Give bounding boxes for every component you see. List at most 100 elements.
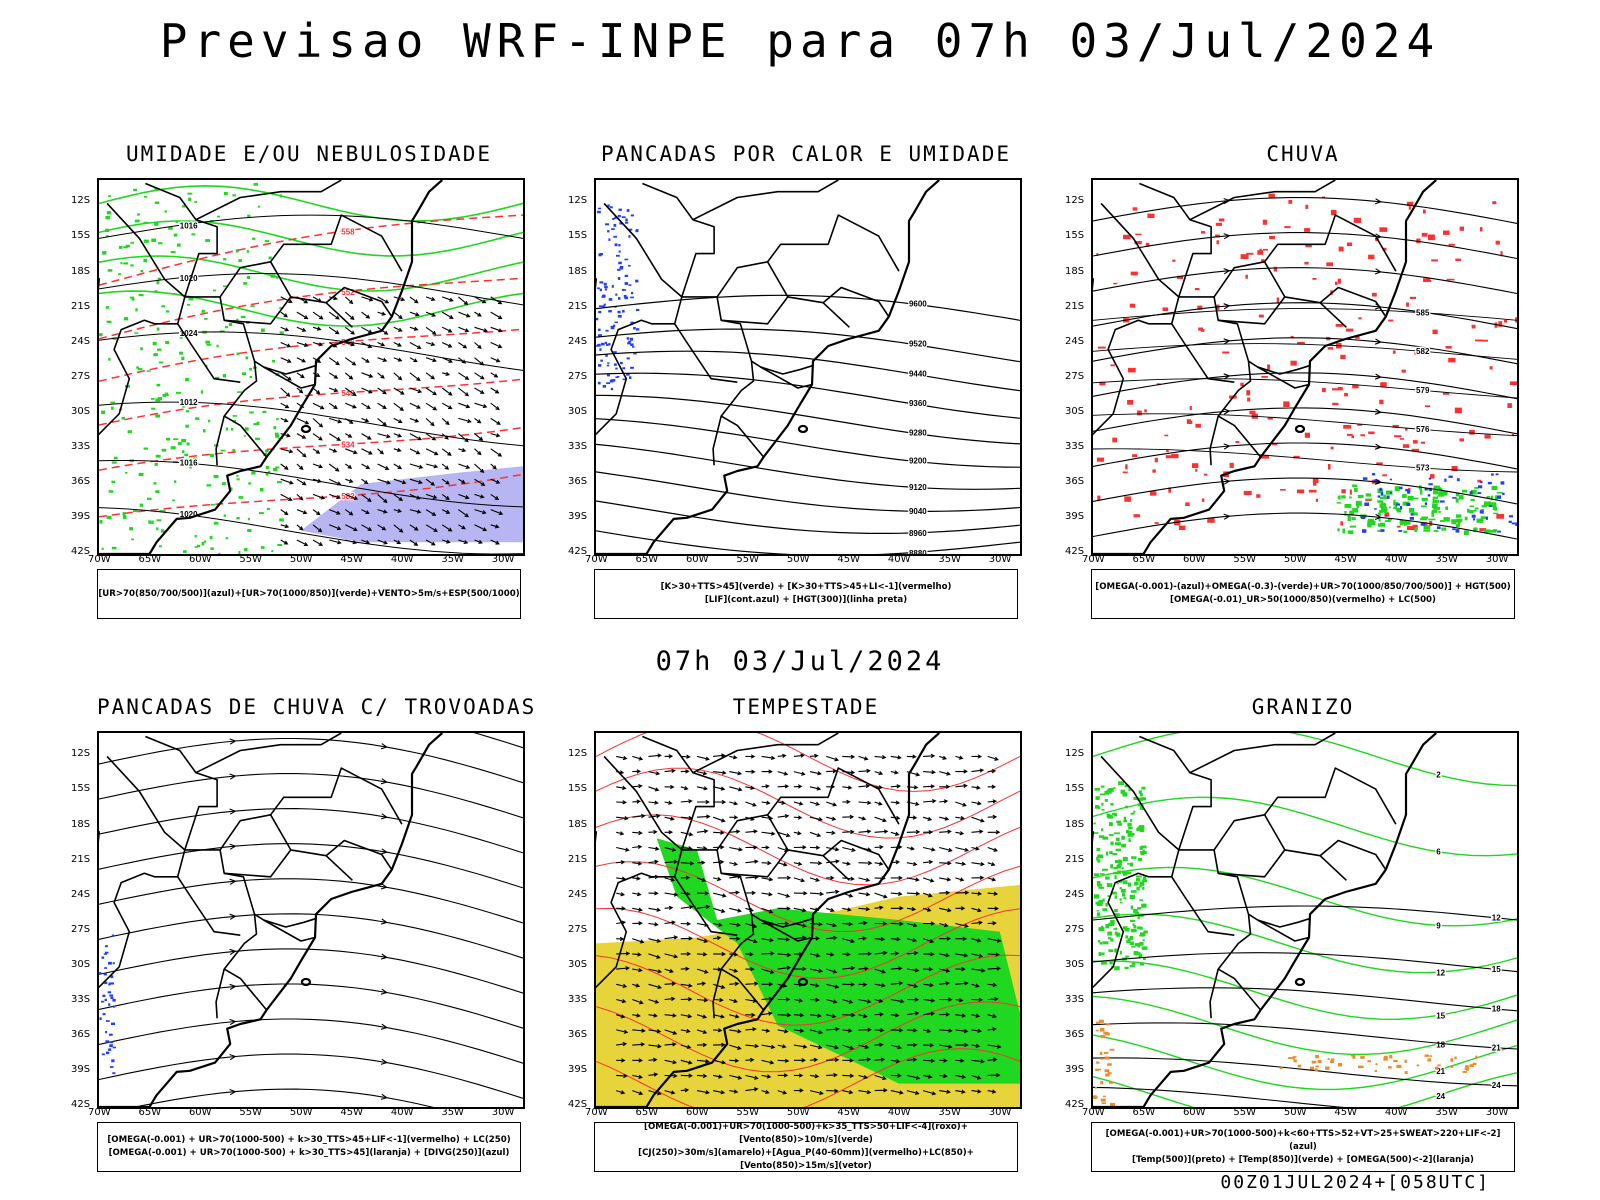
speckle	[188, 197, 191, 202]
speckle	[1127, 863, 1130, 865]
wind-vector	[923, 1043, 935, 1048]
speckle	[1218, 218, 1225, 222]
speckle	[1106, 790, 1112, 794]
speckle	[155, 414, 161, 418]
wind-vector	[777, 997, 791, 1002]
speckle	[1137, 926, 1142, 930]
wind-vector	[280, 311, 288, 318]
wind-vector	[793, 815, 803, 820]
wind-vector	[616, 983, 628, 989]
speckle	[1099, 1058, 1104, 1060]
wind-vector	[680, 754, 691, 759]
speckle	[1412, 440, 1418, 444]
wind-vector	[712, 876, 722, 882]
wind-vector	[809, 953, 821, 958]
wind-vector	[680, 983, 693, 988]
border-line	[1257, 366, 1310, 389]
speckle	[1494, 495, 1498, 501]
wind-vectors	[280, 296, 504, 546]
lon-tick-label: 65W	[635, 554, 659, 565]
streamline-arrow	[380, 1093, 388, 1100]
wind-vector	[939, 1044, 953, 1049]
wind-vector	[393, 417, 403, 424]
wind-vector	[858, 1044, 870, 1050]
lat-tick-label: 12S	[568, 195, 588, 207]
wind-vector	[474, 311, 482, 317]
speckle	[105, 1020, 110, 1022]
speckle	[1130, 919, 1135, 922]
speckle	[173, 233, 178, 237]
speckle	[232, 194, 237, 197]
speckle	[1123, 819, 1128, 823]
wind-vector	[890, 1044, 903, 1050]
speckle	[623, 289, 627, 291]
wind-vector	[761, 892, 773, 897]
wind-vector	[329, 539, 342, 545]
speckle	[1139, 793, 1143, 797]
speckle	[1470, 499, 1475, 501]
contour-label: 18	[1436, 1040, 1445, 1049]
streamline-arrow	[1223, 268, 1231, 275]
speckle	[217, 215, 220, 218]
wind-vector	[971, 875, 985, 880]
speckle	[1127, 938, 1131, 941]
speckle	[1136, 828, 1140, 831]
contour-label: 21	[1436, 1067, 1445, 1076]
speckle	[597, 207, 602, 210]
speckle	[237, 391, 243, 393]
wind-vector	[777, 1044, 787, 1049]
panel-title: PANCADAS DE CHUVA C/ TROVOADAS	[97, 695, 537, 719]
speckle	[1108, 922, 1115, 926]
speckle	[1133, 951, 1139, 956]
wind-vector	[409, 296, 419, 304]
speckle	[1396, 525, 1401, 528]
speckle	[1315, 1054, 1319, 1059]
speckle	[1107, 1063, 1112, 1066]
speckle	[1114, 909, 1118, 913]
wind-vector	[616, 1058, 626, 1063]
wind-vector	[729, 815, 739, 820]
wind-vector	[777, 1073, 789, 1078]
speckle	[1313, 482, 1317, 486]
lon-tick-label: 40W	[390, 554, 414, 565]
speckle	[597, 343, 601, 347]
speckle	[630, 337, 633, 341]
speckle	[143, 239, 149, 243]
wind-vector	[680, 936, 693, 941]
speckle	[1433, 485, 1440, 490]
speckle	[1240, 254, 1249, 259]
streamline-arrow	[229, 913, 237, 920]
speckle	[1340, 521, 1343, 526]
speckle	[161, 448, 167, 452]
speckle	[1297, 341, 1305, 345]
speckle	[110, 996, 114, 999]
contour-line	[596, 1001, 1020, 1073]
wind-vector	[329, 387, 339, 393]
speckle	[222, 482, 226, 486]
speckle	[1388, 319, 1394, 322]
speckle	[1137, 410, 1142, 416]
speckle	[1358, 317, 1362, 320]
wind-vector	[361, 524, 373, 531]
streamline	[99, 808, 523, 854]
wind-vector	[745, 769, 756, 774]
speckle	[1109, 814, 1113, 818]
speckle	[1109, 1081, 1114, 1084]
contour-label: 24	[1492, 1081, 1501, 1090]
speckle	[1106, 813, 1111, 818]
wind-vector	[490, 341, 503, 349]
speckle	[1492, 506, 1496, 510]
speckle	[598, 334, 602, 337]
speckle	[1105, 876, 1110, 880]
speckle	[598, 310, 602, 314]
speckle	[616, 254, 620, 257]
speckle	[1102, 908, 1108, 912]
speckle	[1141, 879, 1148, 883]
wind-vector	[826, 769, 838, 774]
speckle	[125, 244, 130, 248]
wind-vector	[664, 768, 676, 774]
wind-vector	[826, 755, 839, 762]
speckle	[614, 321, 618, 324]
speckle	[1472, 490, 1475, 493]
wind-vector	[971, 861, 985, 867]
